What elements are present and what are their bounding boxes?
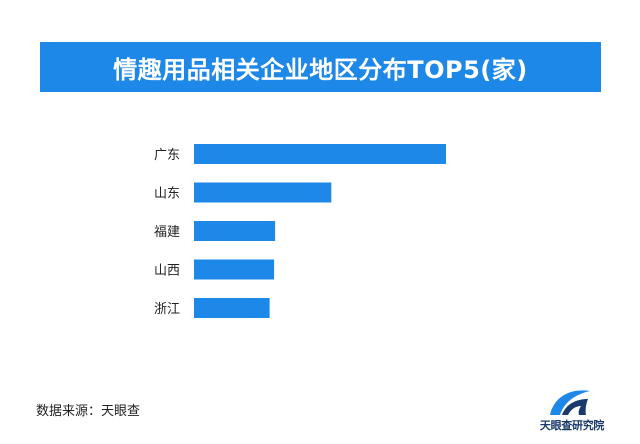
bar-1 [194,182,332,203]
category-label-4: 浙江 [154,302,180,317]
bar-2 [194,221,276,241]
category-label-2: 福建 [154,225,180,240]
logo-text: 天眼查研究院 [539,419,605,432]
bar-0 [194,144,446,164]
category-label-1: 山东 [154,187,180,202]
bar-4 [194,298,270,318]
bar-3 [194,259,275,280]
data-source: 数据来源：天眼查 [36,404,141,419]
chart-title: 情趣用品相关企业地区分布TOP5(家) [113,55,528,84]
category-label-3: 山西 [154,264,180,279]
category-label-0: 广东 [154,148,180,163]
title-banner: 情趣用品相关企业地区分布TOP5(家) [40,42,601,92]
logo-mark-icon [550,390,590,415]
tianyancha-logo: 天眼查研究院 [538,382,606,434]
